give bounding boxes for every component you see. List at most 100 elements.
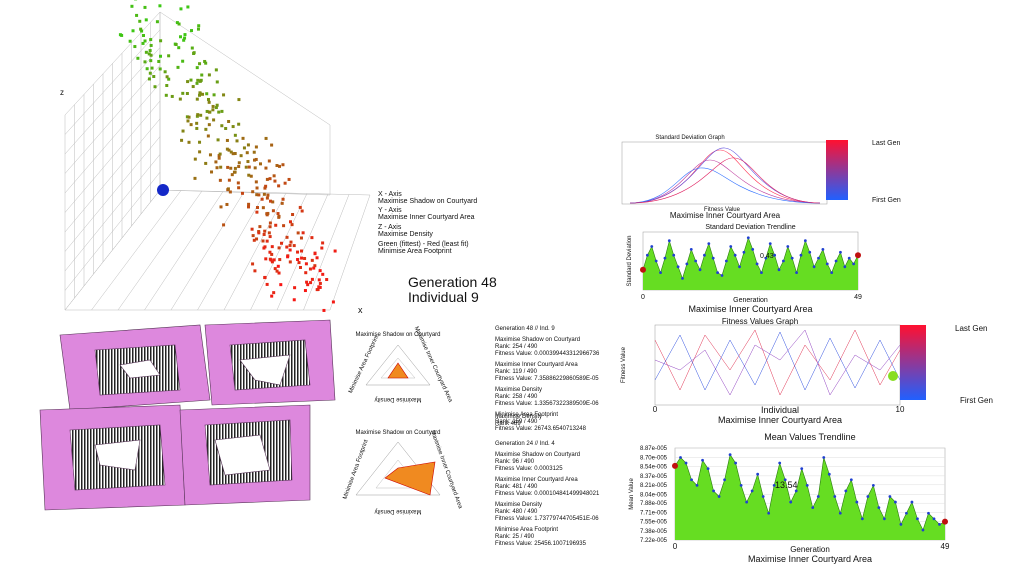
population-point (195, 66, 199, 70)
point (844, 489, 848, 493)
point (786, 245, 790, 248)
population-point (278, 258, 282, 262)
point (723, 478, 726, 482)
population-point (233, 133, 237, 137)
population-point (286, 255, 290, 259)
population-point (254, 145, 258, 149)
population-point (279, 241, 283, 245)
legend-text: X - Axis (378, 191, 402, 198)
population-point (273, 267, 277, 271)
population-point (229, 150, 233, 154)
population-point (237, 161, 241, 165)
population-point (147, 77, 151, 81)
population-point (288, 248, 292, 252)
population-point (281, 197, 285, 201)
population-point (205, 109, 209, 113)
population-point (214, 106, 218, 110)
population-point (196, 113, 200, 117)
population-point (263, 229, 267, 233)
grid-line (144, 191, 224, 311)
population-point (120, 33, 124, 37)
point (800, 467, 804, 471)
point (782, 259, 785, 263)
point (695, 483, 699, 487)
population-point (263, 275, 267, 279)
radar-right: Maximise Inner Courtyard Area (429, 430, 463, 510)
population-point (268, 225, 272, 229)
point (694, 259, 698, 263)
legend-gradient (826, 140, 848, 200)
population-point (275, 269, 279, 273)
point (698, 268, 702, 272)
y-tick-label: 7.88e-005 (640, 501, 668, 507)
population-point (280, 201, 284, 205)
population-point (226, 187, 230, 191)
chart-title: Mean Values Trendline (764, 432, 855, 442)
population-point (225, 147, 229, 151)
population-point (282, 224, 286, 228)
x-label: Individual (761, 405, 799, 415)
population-point (214, 160, 218, 164)
population-point (138, 19, 142, 23)
chart-title: Fitness Values Graph (722, 317, 798, 326)
population-point (211, 104, 215, 108)
population-point (207, 73, 211, 77)
y-tick-label: 8.54e-005 (640, 464, 668, 470)
void (239, 354, 291, 386)
population-point (255, 237, 259, 241)
point (756, 472, 760, 476)
population-point (187, 140, 191, 144)
population-point (182, 38, 186, 42)
radar-bottom: Maximise Density (374, 508, 421, 514)
population-point (195, 114, 199, 118)
generation: Generation 48 (408, 274, 497, 290)
population-point (305, 280, 309, 284)
population-point (210, 170, 214, 174)
population-point (140, 29, 144, 33)
population-point (245, 151, 249, 155)
legend-bottom: First Gen (960, 396, 993, 405)
subtitle: Maximise Inner Courtyard Area (688, 304, 812, 314)
population-point (149, 53, 153, 57)
info-line: Rank 489 (495, 421, 521, 427)
info-line: Maximise Inner Courtyard Area (495, 477, 578, 483)
point (916, 517, 919, 521)
population-point (321, 272, 325, 276)
population-point (207, 110, 211, 114)
population-point (240, 191, 244, 195)
population-point (246, 143, 250, 147)
population-point (206, 134, 210, 138)
info-line: Maximise Density (495, 414, 542, 420)
population-point (231, 152, 235, 156)
population-point (265, 282, 269, 286)
plot-frame (654, 324, 901, 406)
population-point (276, 264, 280, 268)
population-point (222, 223, 226, 227)
y-tick-label: 7.55e-005 (640, 520, 668, 526)
population-point (299, 236, 303, 240)
population-point (143, 60, 147, 64)
population-point (186, 5, 190, 9)
population-point (215, 166, 219, 170)
point (640, 266, 646, 273)
y-label: Standard Deviation (627, 235, 633, 286)
point (772, 483, 776, 487)
point (659, 271, 662, 274)
population-point (275, 164, 279, 168)
point (905, 511, 908, 515)
population-point (133, 45, 137, 49)
population-point (207, 100, 211, 104)
population-point (212, 118, 216, 122)
population-point (292, 298, 296, 302)
population-point (141, 41, 145, 45)
point (821, 248, 825, 251)
population-point (196, 78, 200, 82)
x-tick-label: 10 (896, 405, 905, 414)
population-point (203, 59, 207, 63)
info-line: Fitness Value: 1.73779744705451E-06 (495, 516, 599, 522)
population-point (143, 5, 147, 9)
point (720, 274, 724, 277)
population-point (303, 289, 307, 293)
population-point (254, 157, 258, 161)
population-point (313, 264, 317, 268)
